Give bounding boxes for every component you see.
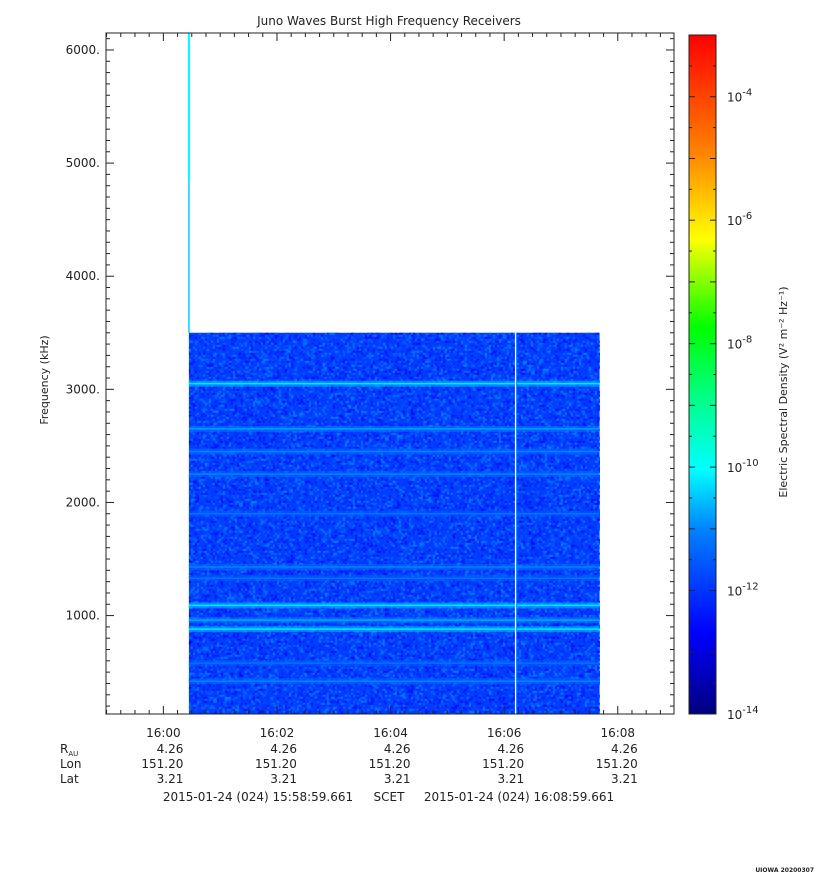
colorbar-units: (V² m⁻² Hz⁻¹) (777, 286, 790, 359)
time-start-label: 2015-01-24 (024) 15:58:59.661 (163, 790, 353, 804)
spectrogram-data (187, 33, 600, 714)
colorbar-tick-label: 10-12 (727, 582, 759, 599)
time-end-label: 2015-01-24 (024) 16:08:59.661 (424, 790, 614, 804)
colorbar-tick-base: 10 (727, 91, 742, 105)
colorbar-tick-label: 10-6 (727, 211, 752, 228)
colorbar-tick-label: 10-4 (727, 88, 752, 105)
y-axis: 1000. 2000. 3000. 4000. 5000. 6000. (66, 38, 674, 707)
x-tick-label: 16:08 (600, 726, 635, 740)
colorbar-gradient (688, 34, 717, 715)
plot-frame (105, 32, 675, 715)
ephemeris-row-label: Lon (60, 757, 81, 771)
ephemeris-value: 4.26 (384, 742, 411, 756)
colorbar-tick-exponent: -12 (742, 582, 758, 593)
footer-mark: UIOWA 20200307 (755, 867, 814, 874)
data-block-noise (188, 332, 600, 714)
ephemeris-value: 3.21 (270, 772, 297, 786)
time-scale-label: SCET (374, 790, 406, 804)
chart-title: Juno Waves Burst High Frequency Receiver… (256, 14, 521, 28)
colorbar-label: Electric Spectral Density (V² m⁻² Hz⁻¹) (777, 286, 790, 497)
ephemeris-value: 4.26 (157, 742, 184, 756)
ephemeris-value: 4.26 (497, 742, 524, 756)
ephemeris-value: 3.21 (611, 772, 638, 786)
ephemeris-value: 4.26 (270, 742, 297, 756)
ephemeris-value: 151.20 (255, 757, 297, 771)
colorbar-tick-exponent: -10 (742, 458, 758, 469)
ephemeris-row-label: Lat (60, 772, 79, 786)
colorbar-tick-base: 10 (727, 338, 742, 352)
ephemeris-row-subscript: AU (68, 750, 78, 758)
y-tick-label: 1000. (66, 609, 100, 623)
x-tick-label: 16:04 (373, 726, 408, 740)
y-tick-label: 2000. (66, 495, 100, 509)
ephemeris-table: RAU 4.26 4.26 4.26 4.26 4.26 Lon 151.20 151.20 15… (60, 742, 638, 786)
colorbar-tick-exponent: -4 (742, 88, 752, 99)
ephemeris-value: 3.21 (384, 772, 411, 786)
ephemeris-value: 151.20 (482, 757, 524, 771)
y-tick-label: 4000. (66, 269, 100, 283)
colorbar-tick-label: 10-8 (727, 335, 752, 352)
y-tick-label: 3000. (66, 382, 100, 396)
x-tick-label: 16:06 (487, 726, 522, 740)
colorbar-tick-base: 10 (727, 708, 742, 722)
colorbar-tick-exponent: -8 (742, 335, 752, 346)
x-axis: 16:00 16:02 16:04 16:06 16:08 (106, 33, 661, 740)
ephemeris-value: 151.20 (369, 757, 411, 771)
ephemeris-value: 3.21 (497, 772, 524, 786)
ephemeris-value: 3.21 (157, 772, 184, 786)
ephemeris-value: 4.26 (611, 742, 638, 756)
y-tick-label: 6000. (66, 43, 100, 57)
colorbar-tick-exponent: -6 (742, 211, 752, 222)
colorbar-label-text: Electric Spectral Density (777, 362, 790, 497)
colorbar-tick-label: 10-14 (727, 705, 759, 722)
plot-area: 1000.2000.3000.4000.5000.6000. 16:00 16:0… (66, 32, 675, 740)
ephemeris-value: 151.20 (141, 757, 183, 771)
colorbar-tick-base: 10 (727, 461, 742, 475)
ephemeris-value: 151.20 (596, 757, 638, 771)
colorbar-tick-base: 10 (727, 214, 742, 228)
x-tick-label: 16:00 (146, 726, 181, 740)
colorbar-tick-base: 10 (727, 585, 742, 599)
ephemeris-row-label: RAU (60, 742, 78, 758)
colorbar-tick-label: 10-10 (727, 458, 759, 475)
x-tick-label: 16:02 (260, 726, 295, 740)
colorbar-tick-exponent: -14 (742, 705, 758, 716)
y-tick-label: 5000. (66, 156, 100, 170)
y-axis-label: Frequency (kHz) (38, 335, 51, 424)
